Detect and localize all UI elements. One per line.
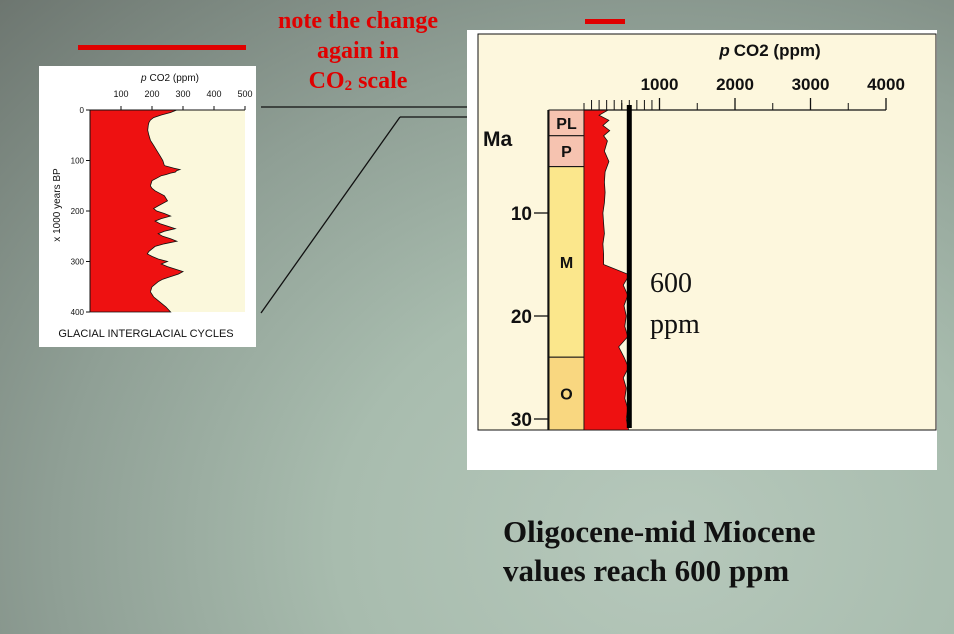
cenozoic-x-tick-label: 2000 <box>716 75 754 94</box>
epoch-label-pl: PL <box>556 116 577 133</box>
glacial-x-tick-label: 100 <box>113 89 128 99</box>
connector-line-bottom <box>260 116 401 314</box>
glacial-x-tick-label: 300 <box>175 89 190 99</box>
glacial-chart-title: GLACIAL INTERGLACIAL CYCLES <box>58 328 233 340</box>
cenozoic-y-tick-label: 30 <box>511 410 532 431</box>
epoch-band-p <box>548 135 585 168</box>
epoch-label-p: P <box>561 144 572 161</box>
scale-change-note: note the change again in CO2 scale <box>258 6 458 101</box>
note-line-1: note the change <box>278 8 438 34</box>
caption-line-1: Oligocene-mid Miocene <box>503 514 816 549</box>
glacial-x-tick-label: 200 <box>144 89 159 99</box>
glacial-x-tick-label: 500 <box>237 89 252 99</box>
glacial-y-axis-label: x 1000 years BP <box>52 168 63 242</box>
note-line-2: again in <box>316 38 400 64</box>
epoch-label-m: M <box>560 255 573 272</box>
glacial-y-tick-label: 0 <box>80 106 85 115</box>
slide-caption: Oligocene-mid Miocene values reach 600 p… <box>503 512 816 590</box>
cenozoic-y-tick-label: 20 <box>511 307 532 328</box>
glacial-y-tick-label: 400 <box>71 308 85 317</box>
epoch-column: PL P M O <box>548 109 585 431</box>
cenozoic-x-axis-label: p CO2 (ppm) <box>718 41 820 60</box>
600-ppm-annotation-unit: ppm <box>650 309 700 340</box>
glacial-x-ticks: 100 200 300 400 500 <box>113 89 253 110</box>
cenozoic-y-tick-label: 10 <box>511 204 532 225</box>
glacial-y-ticks: 0 100 200 300 400 <box>71 106 90 317</box>
glacial-co2-area <box>89 109 185 313</box>
epoch-band-pl <box>548 109 585 137</box>
glacial-x-tick-label: 400 <box>206 89 221 99</box>
cenozoic-x-tick-label: 1000 <box>641 75 679 94</box>
glacial-y-tick-label: 100 <box>71 157 85 166</box>
cenozoic-x-tick-label: 4000 <box>867 75 905 94</box>
epoch-band-o <box>548 356 585 431</box>
glacial-y-tick-label: 300 <box>71 258 85 267</box>
cenozoic-co2-area <box>583 109 630 431</box>
cenozoic-x-tick-label: 3000 <box>792 75 830 94</box>
epoch-band-m <box>548 166 585 358</box>
epoch-label-o: O <box>560 387 572 404</box>
glacial-y-tick-label: 200 <box>71 207 85 216</box>
cenozoic-y-ticks: 10 20 30 <box>511 204 548 431</box>
600-ppm-annotation-value: 600 <box>650 268 692 299</box>
cenozoic-y-axis-label: Ma <box>483 128 512 151</box>
cenozoic-chart-panel: p CO2 (ppm) PL P M O 1000 2000 3000 4000 10 20 30… <box>467 30 937 470</box>
decorative-red-bar-left <box>78 45 246 50</box>
note-line-3: CO2 scale <box>308 68 408 94</box>
glacial-chart-panel: p CO2 (ppm) 100 200 300 400 500 0 100 200 300 400… <box>39 66 256 347</box>
decorative-red-bar-right <box>585 19 625 24</box>
cenozoic-x-ticks: 1000 2000 3000 4000 <box>583 75 905 110</box>
caption-line-2: values reach 600 ppm <box>503 553 790 588</box>
glacial-x-axis-label: p CO2 (ppm) <box>140 73 199 84</box>
